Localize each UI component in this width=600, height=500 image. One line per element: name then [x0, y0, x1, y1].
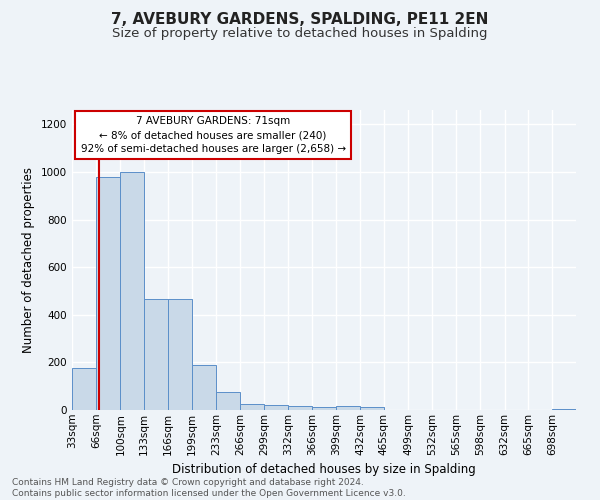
Text: 7 AVEBURY GARDENS: 71sqm
← 8% of detached houses are smaller (240)
92% of semi-d: 7 AVEBURY GARDENS: 71sqm ← 8% of detache… [80, 116, 346, 154]
Bar [168, 300, 192, 410]
X-axis label: Distribution of detached houses by size in Spalding: Distribution of detached houses by size … [172, 463, 476, 476]
Bar [144, 300, 168, 410]
Bar [121, 172, 144, 410]
Bar [360, 407, 384, 410]
Bar [192, 365, 217, 410]
Text: Size of property relative to detached houses in Spalding: Size of property relative to detached ho… [112, 28, 488, 40]
Bar [552, 409, 576, 410]
Bar [264, 405, 288, 410]
Bar [313, 407, 336, 410]
Bar [288, 406, 313, 410]
Y-axis label: Number of detached properties: Number of detached properties [22, 167, 35, 353]
Bar [217, 392, 240, 410]
Text: Contains HM Land Registry data © Crown copyright and database right 2024.
Contai: Contains HM Land Registry data © Crown c… [12, 478, 406, 498]
Bar [240, 404, 264, 410]
Text: 7, AVEBURY GARDENS, SPALDING, PE11 2EN: 7, AVEBURY GARDENS, SPALDING, PE11 2EN [112, 12, 488, 28]
Bar [336, 406, 360, 410]
Bar [96, 176, 121, 410]
Bar [72, 368, 96, 410]
